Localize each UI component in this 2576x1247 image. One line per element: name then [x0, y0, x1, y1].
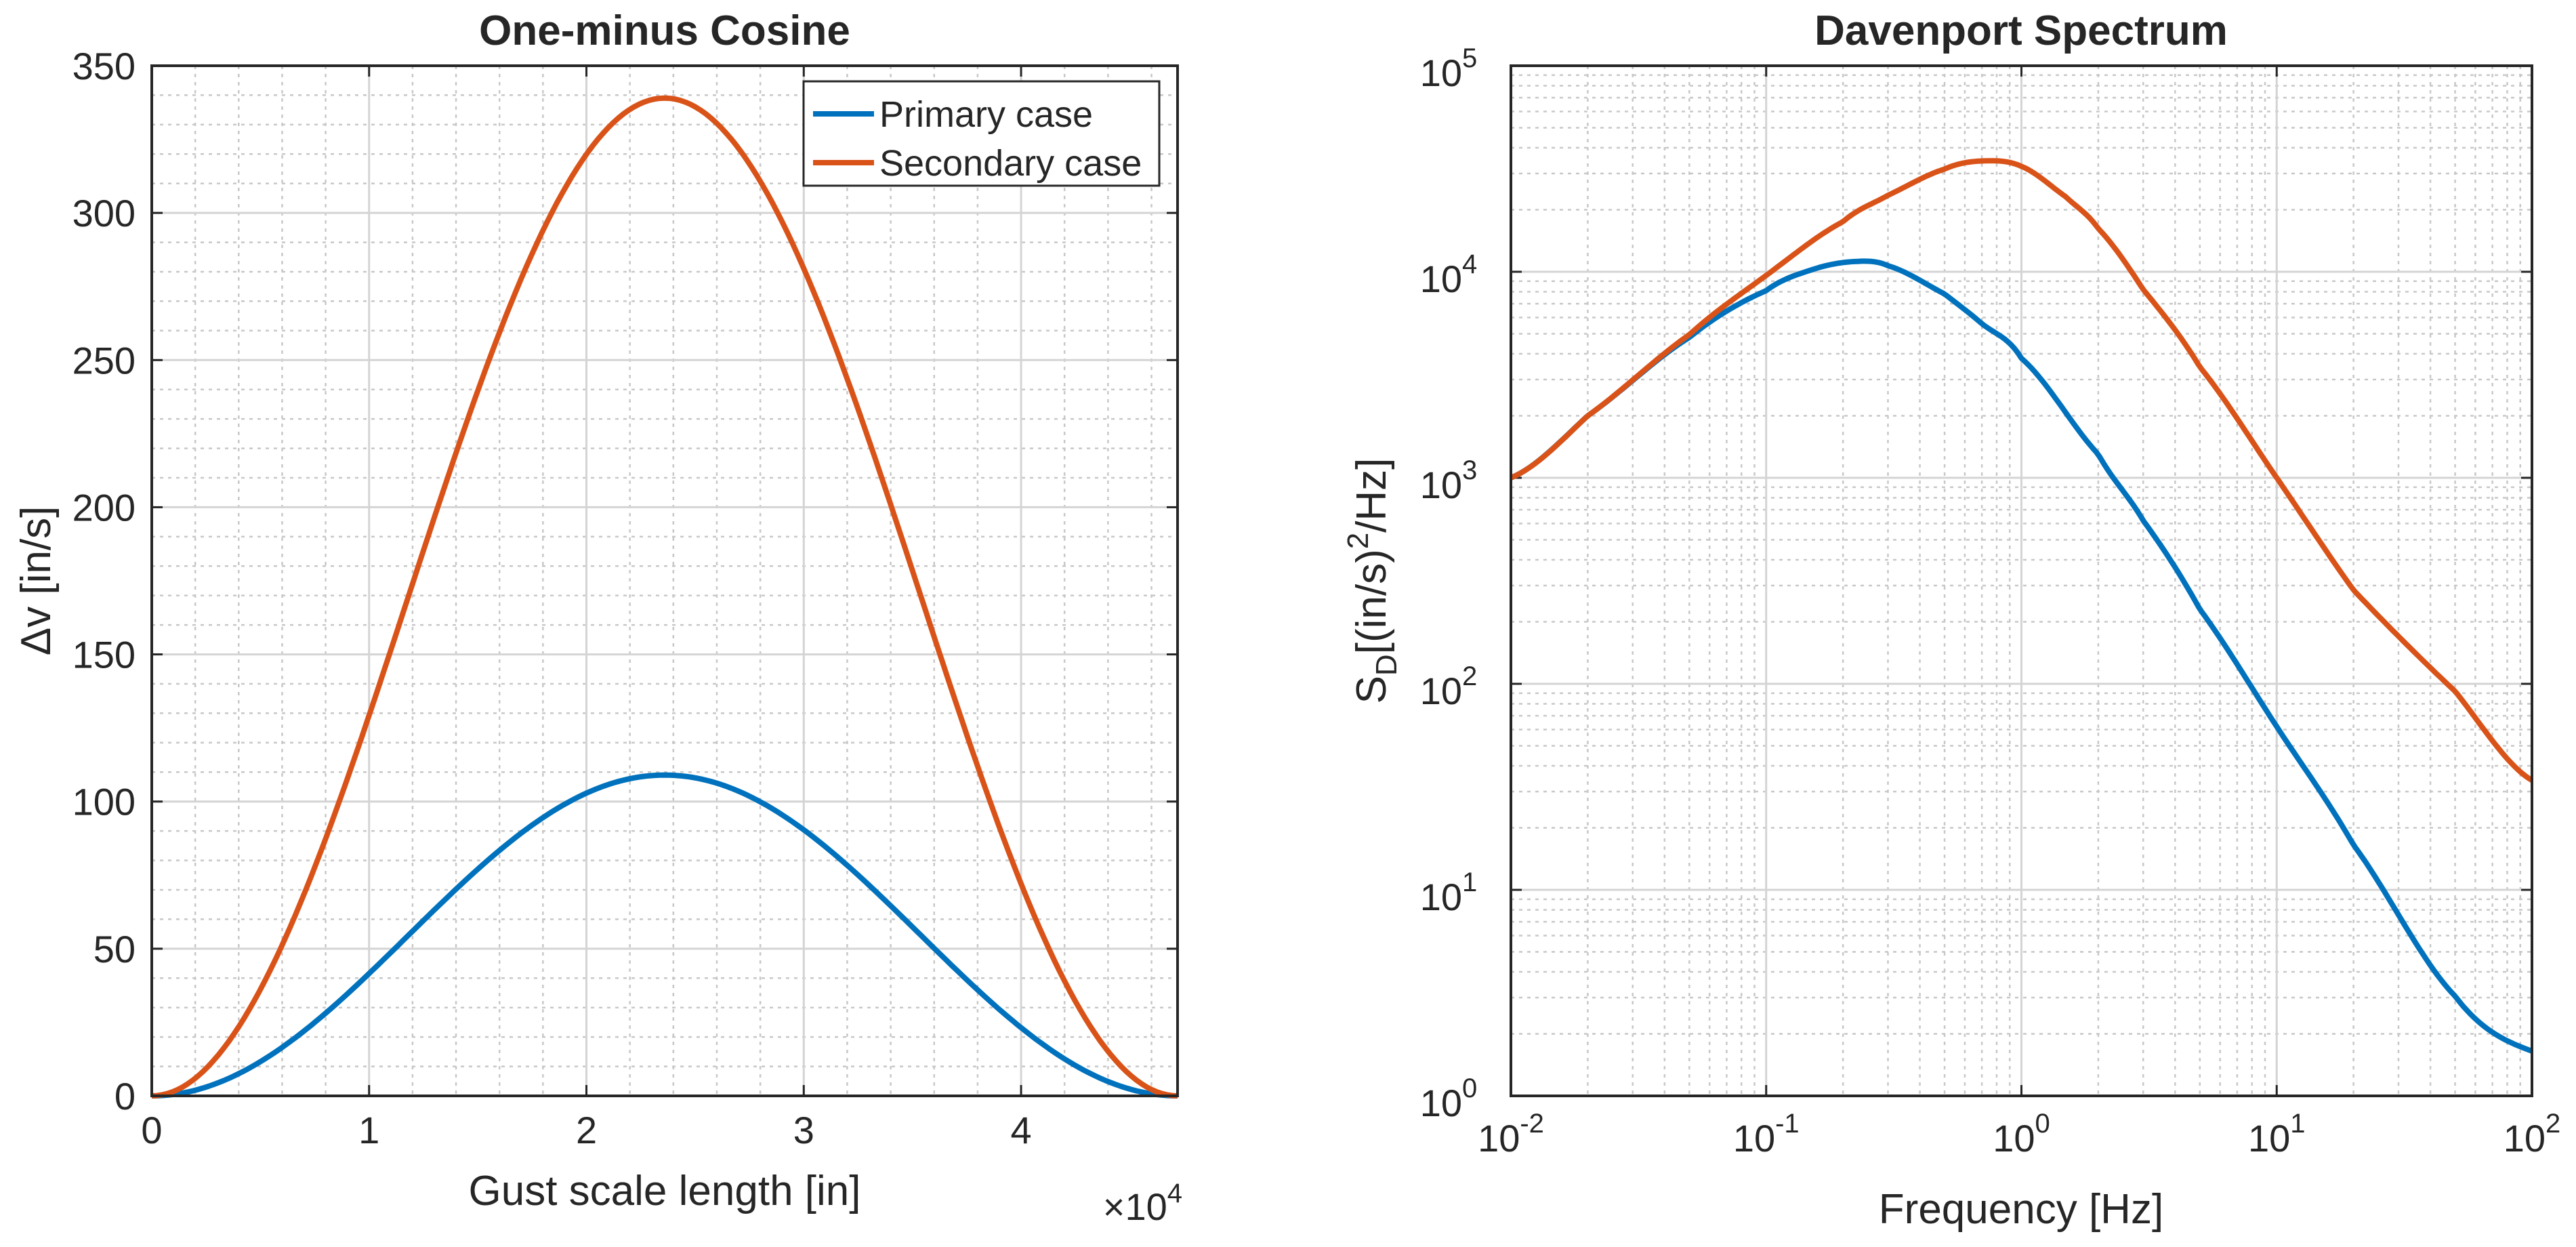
y-tick-label: 150 [72, 634, 136, 676]
x-tick-label: 10-2 [1478, 1109, 1544, 1160]
x-tick-label: 2 [576, 1109, 597, 1151]
series-lines [1510, 158, 2534, 1054]
y-tick-label: 350 [72, 45, 136, 87]
series-lines [151, 95, 1178, 1099]
y-label-end: /Hz] [1348, 458, 1395, 533]
x-exponent-base: ×10 [1103, 1185, 1167, 1228]
x-exponent-label: ×104 [1103, 1179, 1182, 1228]
series-line-primary [151, 772, 1178, 1099]
legend-label-secondary: Secondary case [879, 143, 1142, 184]
legend: Primary case Secondary case [802, 80, 1161, 187]
x-axis-label: Frequency [Hz] [1879, 1186, 2163, 1233]
y-tick-label: 50 [94, 928, 136, 970]
x-tick-label: 4 [1010, 1109, 1031, 1151]
x-exponent-power: 4 [1167, 1179, 1182, 1208]
grid-lines [150, 64, 1178, 1097]
y-tick-label: 300 [72, 192, 136, 234]
x-tick-label: 101 [2248, 1109, 2306, 1160]
x-tick-label: 10-1 [1733, 1109, 1800, 1160]
axes-frame [150, 64, 1179, 1097]
chart-title: Davenport Spectrum [1814, 7, 2228, 54]
y-tick-label: 100 [72, 781, 136, 823]
x-tick-label: 0 [141, 1109, 162, 1151]
y-tick-label: 102 [1420, 661, 1478, 712]
y-tick-label: 100 [1420, 1074, 1478, 1124]
y-label-sub: D [1370, 654, 1403, 676]
y-tick-label: 0 [115, 1075, 136, 1118]
legend-label-primary: Primary case [879, 94, 1093, 135]
y-tick-label: 105 [1420, 43, 1478, 94]
y-tick-label: 200 [72, 486, 136, 529]
x-tick-label: 1 [358, 1109, 379, 1151]
legend-box [802, 80, 1161, 187]
series-line-secondary [151, 95, 1178, 1099]
x-tick-labels: 10-2 10-1 100 101 102 [1478, 1109, 2560, 1160]
axes-frame [1510, 64, 2533, 1097]
y-tick-label: 104 [1420, 249, 1478, 300]
y-tick-label: 101 [1420, 867, 1478, 918]
y-tick-label: 103 [1420, 455, 1478, 506]
y-tick-label: 250 [72, 339, 136, 382]
chart-title: One-minus Cosine [479, 7, 850, 54]
series-line-secondary [1510, 158, 2534, 783]
x-tick-label: 102 [2504, 1109, 2561, 1160]
y-axis-label: SD[(in/s)2/Hz] [1342, 458, 1403, 704]
y-tick-labels: 0 50 100 150 200 250 300 350 [72, 45, 136, 1118]
y-label-main: S [1348, 676, 1395, 703]
x-tick-label: 3 [793, 1109, 814, 1151]
y-label-sup: 2 [1342, 533, 1375, 549]
x-tick-label: 100 [1993, 1109, 2050, 1160]
y-label-mid: [(in/s) [1348, 549, 1395, 654]
y-tick-labels: 100 101 102 103 104 105 [1420, 43, 1478, 1124]
panel-davenport-spectrum: 10-2 10-1 100 101 102 100 101 102 103 104 105 Dav… [1342, 7, 2560, 1233]
x-tick-labels: 0 1 2 3 4 [141, 1109, 1031, 1151]
panel-one-minus-cosine: 0 1 2 3 4 0 50 100 150 200 250 300 350 One-minus Co… [13, 7, 1182, 1228]
x-axis-label: Gust scale length [in] [469, 1168, 861, 1214]
y-axis-label: Δv [in/s] [13, 506, 60, 656]
